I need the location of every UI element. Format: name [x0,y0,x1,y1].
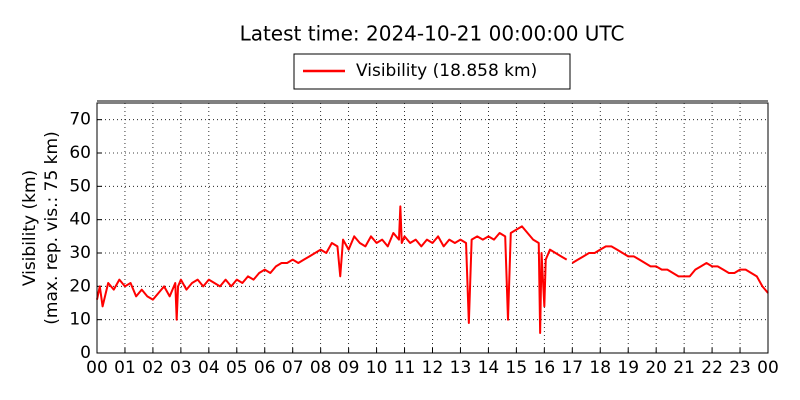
y-axis-label: (max. rep. vis.: 75 km) [42,131,62,324]
x-tick-label: 00 [86,358,108,378]
x-tick-label: 13 [450,358,472,378]
legend-label: Visibility (18.858 km) [356,61,537,81]
x-tick-label: 18 [589,358,611,378]
y-tick-label: 70 [69,110,91,130]
y-tick-label: 20 [69,276,91,296]
x-tick-label: 06 [254,358,276,378]
x-tick-label: 17 [561,358,583,378]
x-tick-label: 12 [422,358,444,378]
x-tick-label: 08 [310,358,332,378]
x-tick-label: 04 [198,358,220,378]
x-tick-label: 21 [673,358,695,378]
x-tick-label: 11 [394,358,416,378]
x-tick-label: 14 [478,358,500,378]
x-tick-label: 09 [338,358,360,378]
data-line [96,205,769,334]
y-tick-label: 60 [69,143,91,163]
y-tick-label: 40 [69,210,91,230]
y-tick-label: 10 [69,310,91,330]
y-tick-label: 0 [80,343,91,363]
x-tick-label: 05 [226,358,248,378]
x-tick-label: 19 [617,358,639,378]
x-tick-label: 22 [701,358,723,378]
x-tick-label: 10 [366,358,388,378]
y-tick-label: 50 [69,176,91,196]
chart-title: Latest time: 2024-10-21 00:00:00 UTC [240,22,625,46]
x-tick-label: 23 [729,358,751,378]
x-tick-label: 20 [645,358,667,378]
x-tick-label: 01 [114,358,136,378]
y-tick-label: 30 [69,243,91,263]
x-tick-label: 02 [142,358,164,378]
x-tick-label: 00 [757,358,779,378]
x-tick-label: 07 [282,358,304,378]
plot-frame [96,102,769,354]
x-tick-label: 16 [534,358,556,378]
x-tick-label: 03 [170,358,192,378]
x-tick-label: 15 [506,358,528,378]
y-axis-label: Visibility (km) [20,170,40,286]
